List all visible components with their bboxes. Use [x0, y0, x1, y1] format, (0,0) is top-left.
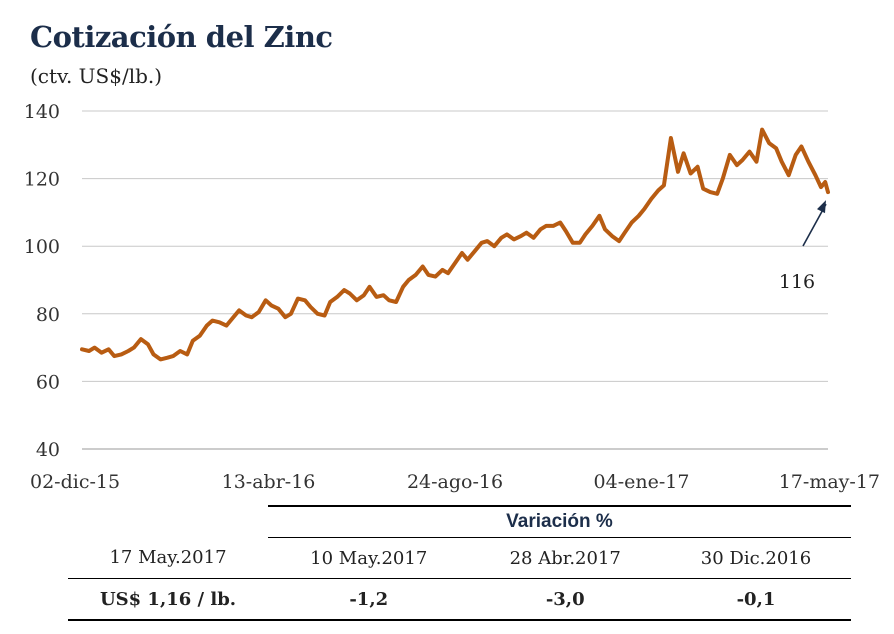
y-tick-label: 120: [24, 169, 60, 191]
variation-header-row: Variación %: [68, 505, 851, 538]
date-cell: 28 Abr.2017: [509, 547, 621, 569]
variation-cell: -0,1: [660, 578, 851, 621]
date-cell: 17 May.2017: [109, 547, 227, 569]
chart-subtitle: (ctv. US$/lb.): [30, 64, 163, 88]
annotation-label: 116: [779, 271, 815, 293]
price-cell: US$ 1,16 / lb.: [68, 578, 268, 621]
x-tick-label: 17-may-17: [779, 471, 880, 493]
x-tick-label: 02-dic-15: [30, 471, 120, 493]
date-cell: 10 May.2017: [310, 547, 428, 569]
x-tick-label: 24-ago-16: [407, 471, 503, 493]
annotation-arrowhead: [817, 200, 826, 214]
y-tick-label: 100: [24, 236, 60, 258]
date-row: 17 May.2017 10 May.2017 28 Abr.2017 30 D…: [68, 538, 851, 579]
variation-table: Variación % 17 May.2017 10 May.2017 28 A…: [68, 505, 851, 621]
value-row: US$ 1,16 / lb. -1,2 -3,0 -0,1: [68, 578, 851, 621]
y-tick-label: 60: [36, 371, 60, 393]
x-tick-label: 04-ene-17: [594, 471, 690, 493]
y-tick-label: 40: [36, 439, 60, 461]
chart-title: Cotización del Zinc: [30, 20, 333, 54]
date-cell: 30 Dic.2016: [700, 547, 812, 569]
zinc-price-chart: 40 60 80 100 120 140 02-dic-15 13-abr-16 24-ago…: [24, 101, 880, 493]
variation-header: Variación %: [268, 505, 851, 538]
x-tick-label: 13-abr-16: [222, 471, 316, 493]
y-tick-label: 140: [24, 101, 60, 123]
y-tick-label: 80: [36, 304, 60, 326]
series-line: [80, 127, 830, 362]
header-blank-cell: [68, 506, 268, 538]
variation-cell: -1,2: [268, 578, 470, 621]
variation-cell: -3,0: [469, 578, 661, 621]
